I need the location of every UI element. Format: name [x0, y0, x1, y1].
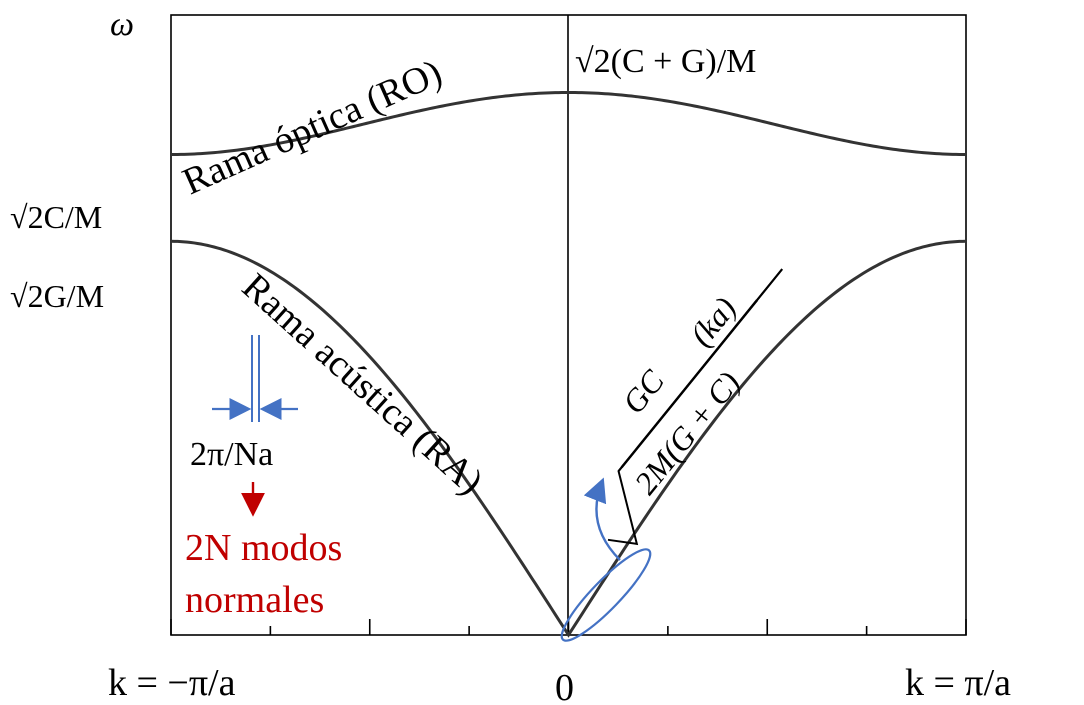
x-tick-left: k = −π/a [108, 662, 236, 704]
y-tick-upper: √2C/M [10, 199, 102, 235]
x-ticks [170, 619, 967, 635]
slope-factor: (ka) [683, 290, 743, 353]
slope-formula: GC 2M(G + C) (ka) [607, 268, 783, 546]
optical-branch-line [170, 90, 967, 156]
x-tick-center: 0 [555, 667, 574, 705]
curved-arrow [583, 477, 621, 561]
top-value-label: √2(C + G)/M [575, 43, 756, 80]
y-tick-lower: √2G/M [10, 278, 104, 314]
slope-numerator: GC [615, 363, 671, 421]
x-tick-right: k = π/a [905, 662, 1011, 704]
y-axis-label: ω [110, 6, 134, 43]
optical-branch-label: Rama óptica (RO) [177, 52, 449, 204]
linear-region-ellipse [560, 548, 652, 642]
fraction-bar [620, 299, 758, 469]
spacing-label: 2π/Na [190, 436, 273, 473]
modes-label-line2: normales [185, 579, 324, 621]
modes-label-line1: 2N modos [185, 527, 342, 569]
acoustic-branch-line [170, 239, 967, 638]
